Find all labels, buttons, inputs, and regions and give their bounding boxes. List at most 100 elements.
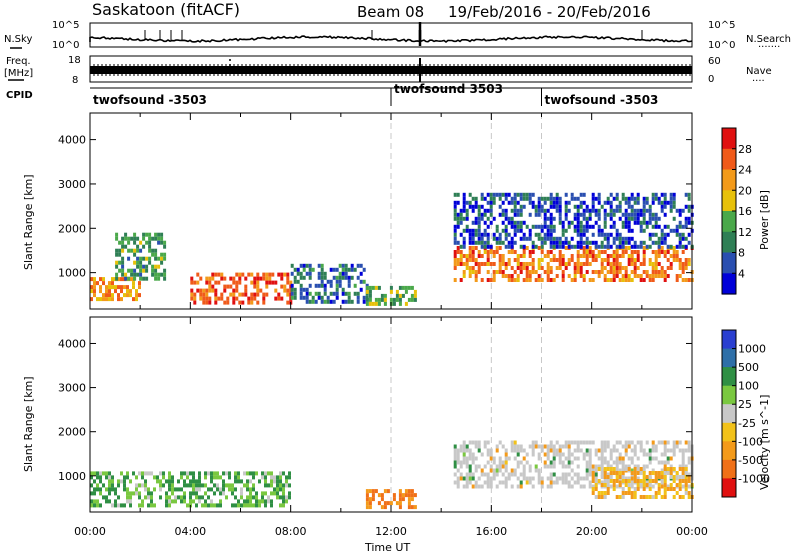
data-cell	[154, 252, 158, 257]
data-cell	[456, 452, 460, 457]
data-cell	[600, 262, 604, 266]
data-cell	[129, 293, 132, 298]
data-cell	[127, 236, 131, 241]
data-cell	[234, 471, 237, 476]
data-cell	[576, 212, 580, 217]
data-cell	[477, 270, 481, 274]
data-cell	[678, 274, 682, 278]
data-cell	[516, 484, 520, 489]
data-cell	[576, 224, 580, 229]
data-cell	[180, 487, 183, 492]
data-cell	[612, 258, 616, 262]
data-cell	[645, 440, 649, 445]
data-cell	[216, 475, 219, 480]
data-cell	[519, 196, 523, 201]
data-cell	[216, 503, 219, 508]
data-cell	[124, 276, 128, 281]
data-cell	[168, 499, 171, 504]
nsky-strip-frame	[89, 22, 693, 48]
data-cell	[163, 272, 167, 277]
data-cell	[480, 452, 484, 457]
data-cell	[645, 483, 649, 487]
data-cell	[115, 232, 119, 237]
data-cell	[211, 284, 215, 289]
data-cell	[519, 472, 523, 477]
data-cell	[588, 216, 592, 221]
data-cell	[453, 228, 457, 233]
data-cell	[135, 487, 138, 492]
data-cell	[160, 240, 164, 245]
data-cell	[558, 240, 562, 245]
data-cell	[636, 192, 640, 197]
data-cell	[222, 487, 225, 492]
series-1	[365, 489, 417, 510]
data-cell	[609, 464, 613, 469]
data-cell	[537, 258, 541, 262]
data-cell	[603, 460, 607, 465]
colorbar-tick-label: -1000	[738, 472, 770, 485]
data-cell	[208, 300, 212, 305]
data-cell	[669, 467, 673, 471]
data-cell	[153, 475, 156, 480]
data-cell	[591, 278, 595, 282]
data-cell	[663, 479, 667, 483]
data-cell	[453, 262, 457, 266]
data-cell	[311, 267, 315, 272]
data-cell	[558, 254, 562, 258]
data-cell	[663, 483, 667, 487]
data-cell	[268, 272, 272, 277]
data-cell	[621, 278, 625, 282]
colorbar-swatch	[722, 385, 736, 405]
data-cell	[582, 250, 586, 254]
data-cell	[453, 472, 457, 477]
data-cell	[183, 499, 186, 504]
data-cell	[564, 444, 568, 449]
data-cell	[202, 288, 206, 293]
data-cell	[477, 444, 481, 449]
data-cell	[558, 444, 562, 449]
data-cell	[498, 232, 502, 237]
data-cell	[687, 475, 691, 479]
x-tick-label: 00:00	[74, 525, 106, 538]
data-cell	[525, 278, 529, 282]
data-cell	[567, 200, 571, 205]
data-cell	[684, 483, 688, 487]
data-cell	[579, 220, 583, 225]
data-cell	[516, 228, 520, 233]
data-cell	[582, 212, 586, 217]
data-cell	[323, 283, 327, 288]
data-cell	[356, 275, 360, 280]
data-cell	[600, 456, 604, 461]
data-cell	[561, 274, 565, 278]
data-cell	[262, 292, 266, 297]
data-cell	[633, 448, 637, 453]
data-cell	[286, 276, 290, 281]
data-cell	[279, 503, 282, 508]
data-cell	[651, 216, 655, 221]
data-cell	[531, 200, 535, 205]
data-cell	[229, 284, 233, 289]
data-cell	[651, 200, 655, 205]
data-cell	[341, 275, 345, 280]
data-cell	[684, 258, 688, 262]
data-cell	[486, 244, 490, 249]
data-cell	[317, 291, 321, 296]
data-cell	[678, 448, 682, 453]
data-cell	[453, 278, 457, 282]
data-cell	[654, 216, 658, 221]
data-cell	[453, 464, 457, 469]
data-cell	[120, 479, 123, 484]
data-cell	[594, 464, 598, 469]
data-cell	[567, 240, 571, 245]
data-cell	[207, 495, 210, 500]
data-cell	[510, 250, 514, 254]
data-cell	[582, 200, 586, 205]
data-cell	[374, 301, 378, 306]
data-cell	[585, 236, 589, 241]
data-cell	[471, 250, 475, 254]
data-cell	[531, 204, 535, 209]
data-cell	[123, 285, 126, 290]
data-cell	[564, 472, 568, 477]
data-cell	[243, 503, 246, 508]
colorbar-swatch	[722, 128, 736, 150]
